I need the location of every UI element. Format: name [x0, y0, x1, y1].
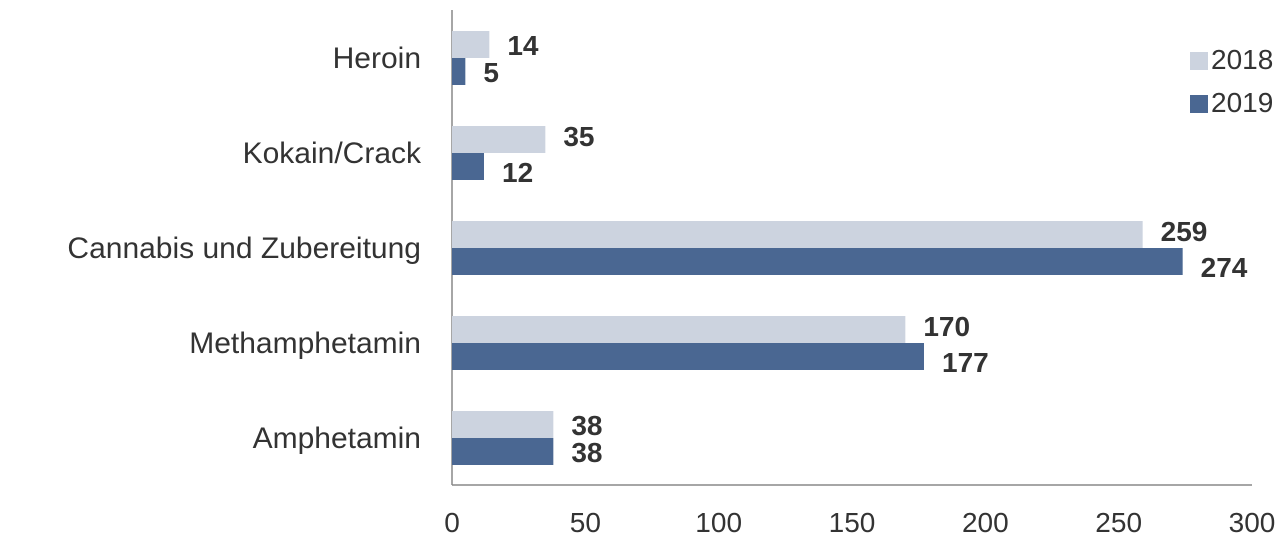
data-label-2019: 38	[571, 437, 602, 468]
bar-2018	[452, 316, 906, 343]
bar-2018	[452, 411, 554, 438]
legend-label-2019: 2019	[1211, 87, 1273, 118]
legend-swatch-2018	[1190, 52, 1208, 70]
x-tick-label: 150	[829, 507, 876, 535]
category-label: Methamphetamin	[189, 327, 421, 360]
x-tick-label: 50	[570, 507, 601, 535]
bar-2018	[452, 31, 490, 58]
bar-2018	[452, 221, 1143, 248]
data-label-2018: 170	[923, 311, 970, 342]
legend-label-2018: 2018	[1211, 44, 1273, 75]
data-label-2018: 259	[1161, 216, 1208, 247]
bar-2019	[452, 153, 484, 180]
data-label-2018: 14	[507, 30, 539, 61]
bar-2019	[452, 438, 554, 465]
category-label: Cannabis und Zubereitung	[67, 232, 421, 265]
axes-layer: 0 50 100 150 200 250 300	[444, 10, 1275, 535]
x-tick-label: 0	[444, 507, 460, 535]
category-label: Amphetamin	[253, 422, 421, 455]
data-label-2019: 5	[483, 57, 499, 88]
category-label: Heroin	[333, 42, 421, 75]
bar-2019	[452, 248, 1183, 275]
legend: 2018 2019	[1190, 44, 1273, 118]
data-label-2019: 177	[942, 347, 989, 378]
x-tick-label: 100	[695, 507, 742, 535]
labels-layer: Heroin 14 5 Kokain/Crack 35 12 Cannabis und Zu…	[67, 30, 1247, 468]
bars-layer	[452, 31, 1183, 465]
bar-2019	[452, 58, 466, 85]
x-tick-label: 250	[1095, 507, 1142, 535]
legend-swatch-2019	[1190, 95, 1208, 113]
x-tick-label: 200	[962, 507, 1009, 535]
data-label-2019: 12	[502, 157, 533, 188]
category-label: Kokain/Crack	[243, 137, 422, 170]
x-tick-label: 300	[1229, 507, 1276, 535]
data-label-2018: 35	[563, 121, 594, 152]
bar-2019	[452, 343, 924, 370]
data-label-2018: 38	[571, 410, 602, 441]
data-label-2019: 274	[1201, 252, 1248, 283]
bar-2018	[452, 126, 546, 153]
